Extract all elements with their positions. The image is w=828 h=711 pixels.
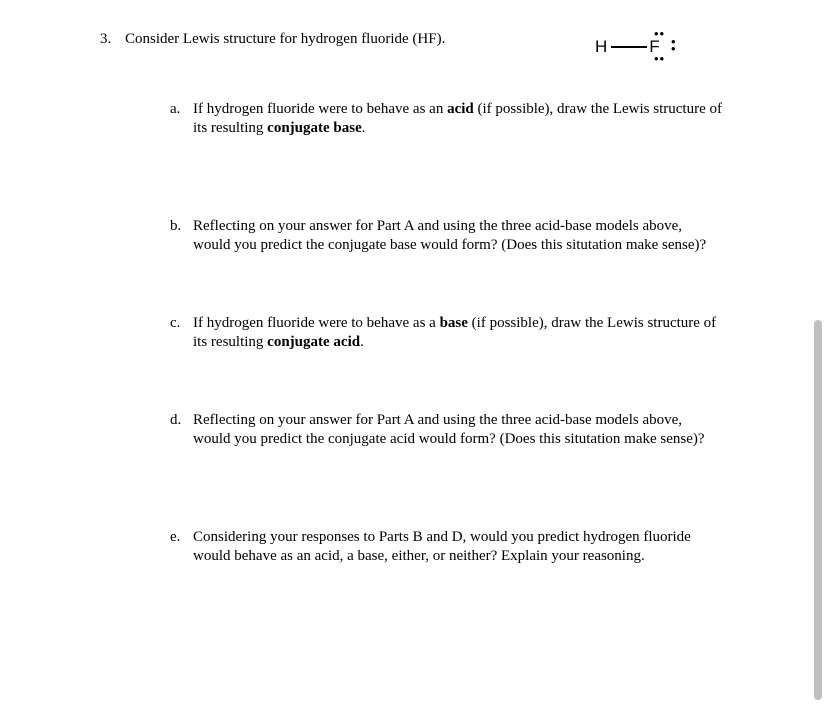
subpart-text: Reflecting on your answer for Part A and… [193,217,723,256]
subparts-list: a. If hydrogen fluoride were to behave a… [170,100,738,567]
subpart-letter: c. [170,314,193,353]
subpart-text: Considering your responses to Parts B an… [193,528,723,567]
lone-pair-top: •• [654,26,665,43]
lone-pair-bottom: •• [654,51,665,68]
subpart-letter: d. [170,411,193,450]
subpart-text: If hydrogen fluoride were to behave as a… [193,314,723,353]
subpart-e: e. Considering your responses to Parts B… [170,528,738,567]
subpart-letter: b. [170,217,193,256]
lone-pair-right: •• [671,38,678,52]
question-number: 3. [100,30,125,50]
subpart-text: If hydrogen fluoride were to behave as a… [193,100,723,139]
subpart-b: b. Reflecting on your answer for Part A … [170,217,738,256]
bond-line [611,46,647,48]
subpart-letter: e. [170,528,193,567]
subpart-d: d. Reflecting on your answer for Part A … [170,411,738,450]
scrollbar-thumb[interactable] [814,320,822,700]
subpart-text: Reflecting on your answer for Part A and… [193,411,723,450]
subpart-letter: a. [170,100,193,139]
subpart-a: a. If hydrogen fluoride were to behave a… [170,100,738,139]
lewis-structure-diagram: •• HF •• •• [595,36,662,58]
atom-h: H [595,37,609,56]
subpart-c: c. If hydrogen fluoride were to behave a… [170,314,738,353]
document-page: 3. Consider Lewis structure for hydrogen… [0,0,828,597]
